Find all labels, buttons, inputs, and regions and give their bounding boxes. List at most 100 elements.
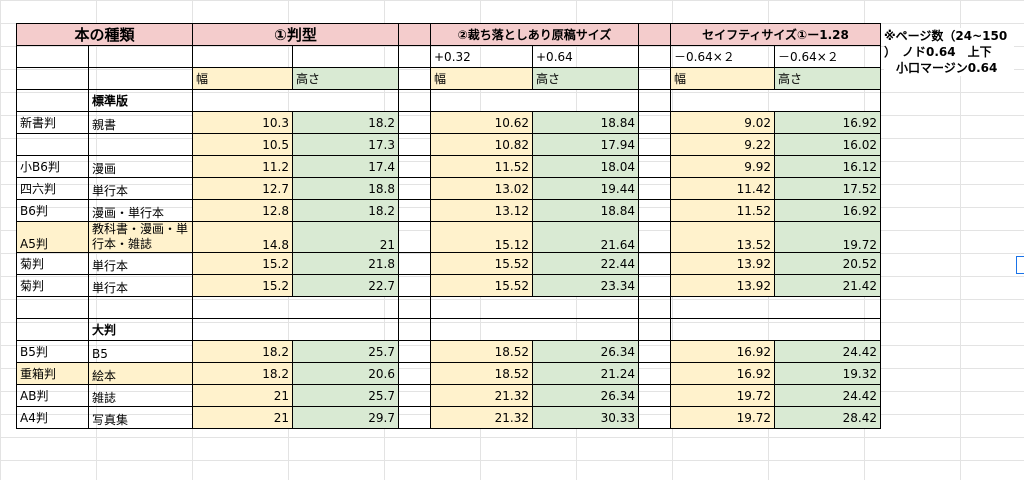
bleed-width-value[interactable]: 15.12 [430,221,533,253]
safety-width-value[interactable]: 19.72 [670,406,775,429]
width-value[interactable]: 18.2 [192,340,293,363]
height-label[interactable]: 高さ [532,67,639,90]
cell[interactable] [192,89,399,112]
section-title-standard[interactable]: 標準版 [88,89,193,112]
bleed-height-value[interactable]: 22.44 [532,252,639,275]
safety-height-value[interactable]: 16.92 [774,111,881,134]
safety-width-value[interactable]: 13.52 [670,221,775,253]
width-value[interactable]: 10.5 [192,133,293,156]
width-value[interactable]: 10.3 [192,111,293,134]
safety-height-value[interactable]: 16.92 [774,199,881,222]
book-usage[interactable]: 単行本 [88,274,193,297]
cell[interactable] [16,89,89,112]
safety-width-value[interactable]: 16.92 [670,340,775,363]
bleed-height-value[interactable]: 17.94 [532,133,639,156]
book-usage[interactable]: 漫画・単行本 [88,199,193,222]
offset-cell[interactable]: －0.64×２ [774,45,881,68]
width-value[interactable]: 21 [192,406,293,429]
book-format-name[interactable]: A5判 [16,221,89,253]
safety-width-value[interactable]: 9.92 [670,155,775,178]
cell[interactable] [638,221,671,253]
cell[interactable] [670,89,881,112]
cell[interactable] [398,406,431,429]
height-value[interactable]: 22.7 [292,274,399,297]
book-usage[interactable]: 教科書・漫画・単行本・雑誌 [88,221,193,253]
book-format-name[interactable]: B5判 [16,340,89,363]
safety-width-value[interactable]: 11.52 [670,199,775,222]
header-book-type[interactable]: 本の種類 [16,23,193,46]
cell[interactable] [638,155,671,178]
height-value[interactable]: 17.4 [292,155,399,178]
cell[interactable] [192,296,399,319]
width-value[interactable]: 12.7 [192,177,293,200]
book-usage[interactable]: 漫画 [88,155,193,178]
cell[interactable] [192,45,293,68]
cell[interactable] [638,199,671,222]
cell[interactable] [88,67,193,90]
book-format-name[interactable]: 小B6判 [16,155,89,178]
cell[interactable] [398,340,431,363]
safety-height-value[interactable]: 28.42 [774,406,881,429]
cell[interactable] [638,340,671,363]
book-format-name[interactable]: 重箱判 [16,362,89,385]
bleed-width-value[interactable]: 10.82 [430,133,533,156]
safety-height-value[interactable]: 21.42 [774,274,881,297]
cell[interactable] [398,274,431,297]
book-usage[interactable] [88,133,193,156]
safety-width-value[interactable]: 13.92 [670,274,775,297]
width-label[interactable]: 幅 [670,67,775,90]
book-format-name[interactable]: B6判 [16,199,89,222]
cell[interactable] [638,177,671,200]
bleed-height-value[interactable]: 21.64 [532,221,639,253]
book-usage[interactable]: 単行本 [88,177,193,200]
offset-cell[interactable]: +0.32 [430,45,533,68]
safety-width-value[interactable]: 9.02 [670,111,775,134]
page-count-note[interactable]: ※ページ数（24~150 ） ノド0.64 上下 小口マージン0.64 [884,28,1014,76]
book-format-name[interactable] [16,133,89,156]
height-value[interactable]: 25.7 [292,384,399,407]
bleed-height-value[interactable]: 18.04 [532,155,639,178]
cell[interactable] [398,89,431,112]
bleed-width-value[interactable]: 13.02 [430,177,533,200]
cell[interactable] [398,362,431,385]
cell[interactable] [638,318,671,341]
cell[interactable] [638,67,671,90]
cell[interactable] [670,318,881,341]
cell[interactable] [638,274,671,297]
safety-width-value[interactable]: 9.22 [670,133,775,156]
cell[interactable] [638,296,671,319]
book-usage[interactable]: 親書 [88,111,193,134]
width-value[interactable]: 11.2 [192,155,293,178]
cell[interactable] [88,296,193,319]
safety-width-value[interactable]: 13.92 [670,252,775,275]
cell[interactable] [638,111,671,134]
bleed-width-value[interactable]: 18.52 [430,362,533,385]
header-format[interactable]: ①判型 [192,23,399,46]
cell[interactable] [398,384,431,407]
cell[interactable] [398,45,431,68]
cell[interactable] [16,45,89,68]
safety-height-value[interactable]: 24.42 [774,340,881,363]
book-format-name[interactable]: 菊判 [16,252,89,275]
width-value[interactable]: 12.8 [192,199,293,222]
safety-height-value[interactable]: 19.32 [774,362,881,385]
bleed-width-value[interactable]: 10.62 [430,111,533,134]
offset-cell[interactable]: －0.64×２ [670,45,775,68]
cell[interactable] [292,45,399,68]
cell[interactable] [430,296,639,319]
height-value[interactable]: 20.6 [292,362,399,385]
cell[interactable] [430,318,639,341]
bleed-height-value[interactable]: 21.24 [532,362,639,385]
cell[interactable] [88,45,193,68]
bleed-height-value[interactable]: 18.84 [532,111,639,134]
bleed-height-value[interactable]: 18.84 [532,199,639,222]
safety-width-value[interactable]: 16.92 [670,362,775,385]
safety-height-value[interactable]: 19.72 [774,221,881,253]
height-value[interactable]: 21 [292,221,399,253]
cell[interactable] [398,67,431,90]
safety-height-value[interactable]: 20.52 [774,252,881,275]
cell[interactable] [192,318,399,341]
width-value[interactable]: 21 [192,384,293,407]
height-value[interactable]: 21.8 [292,252,399,275]
cell[interactable] [16,67,89,90]
